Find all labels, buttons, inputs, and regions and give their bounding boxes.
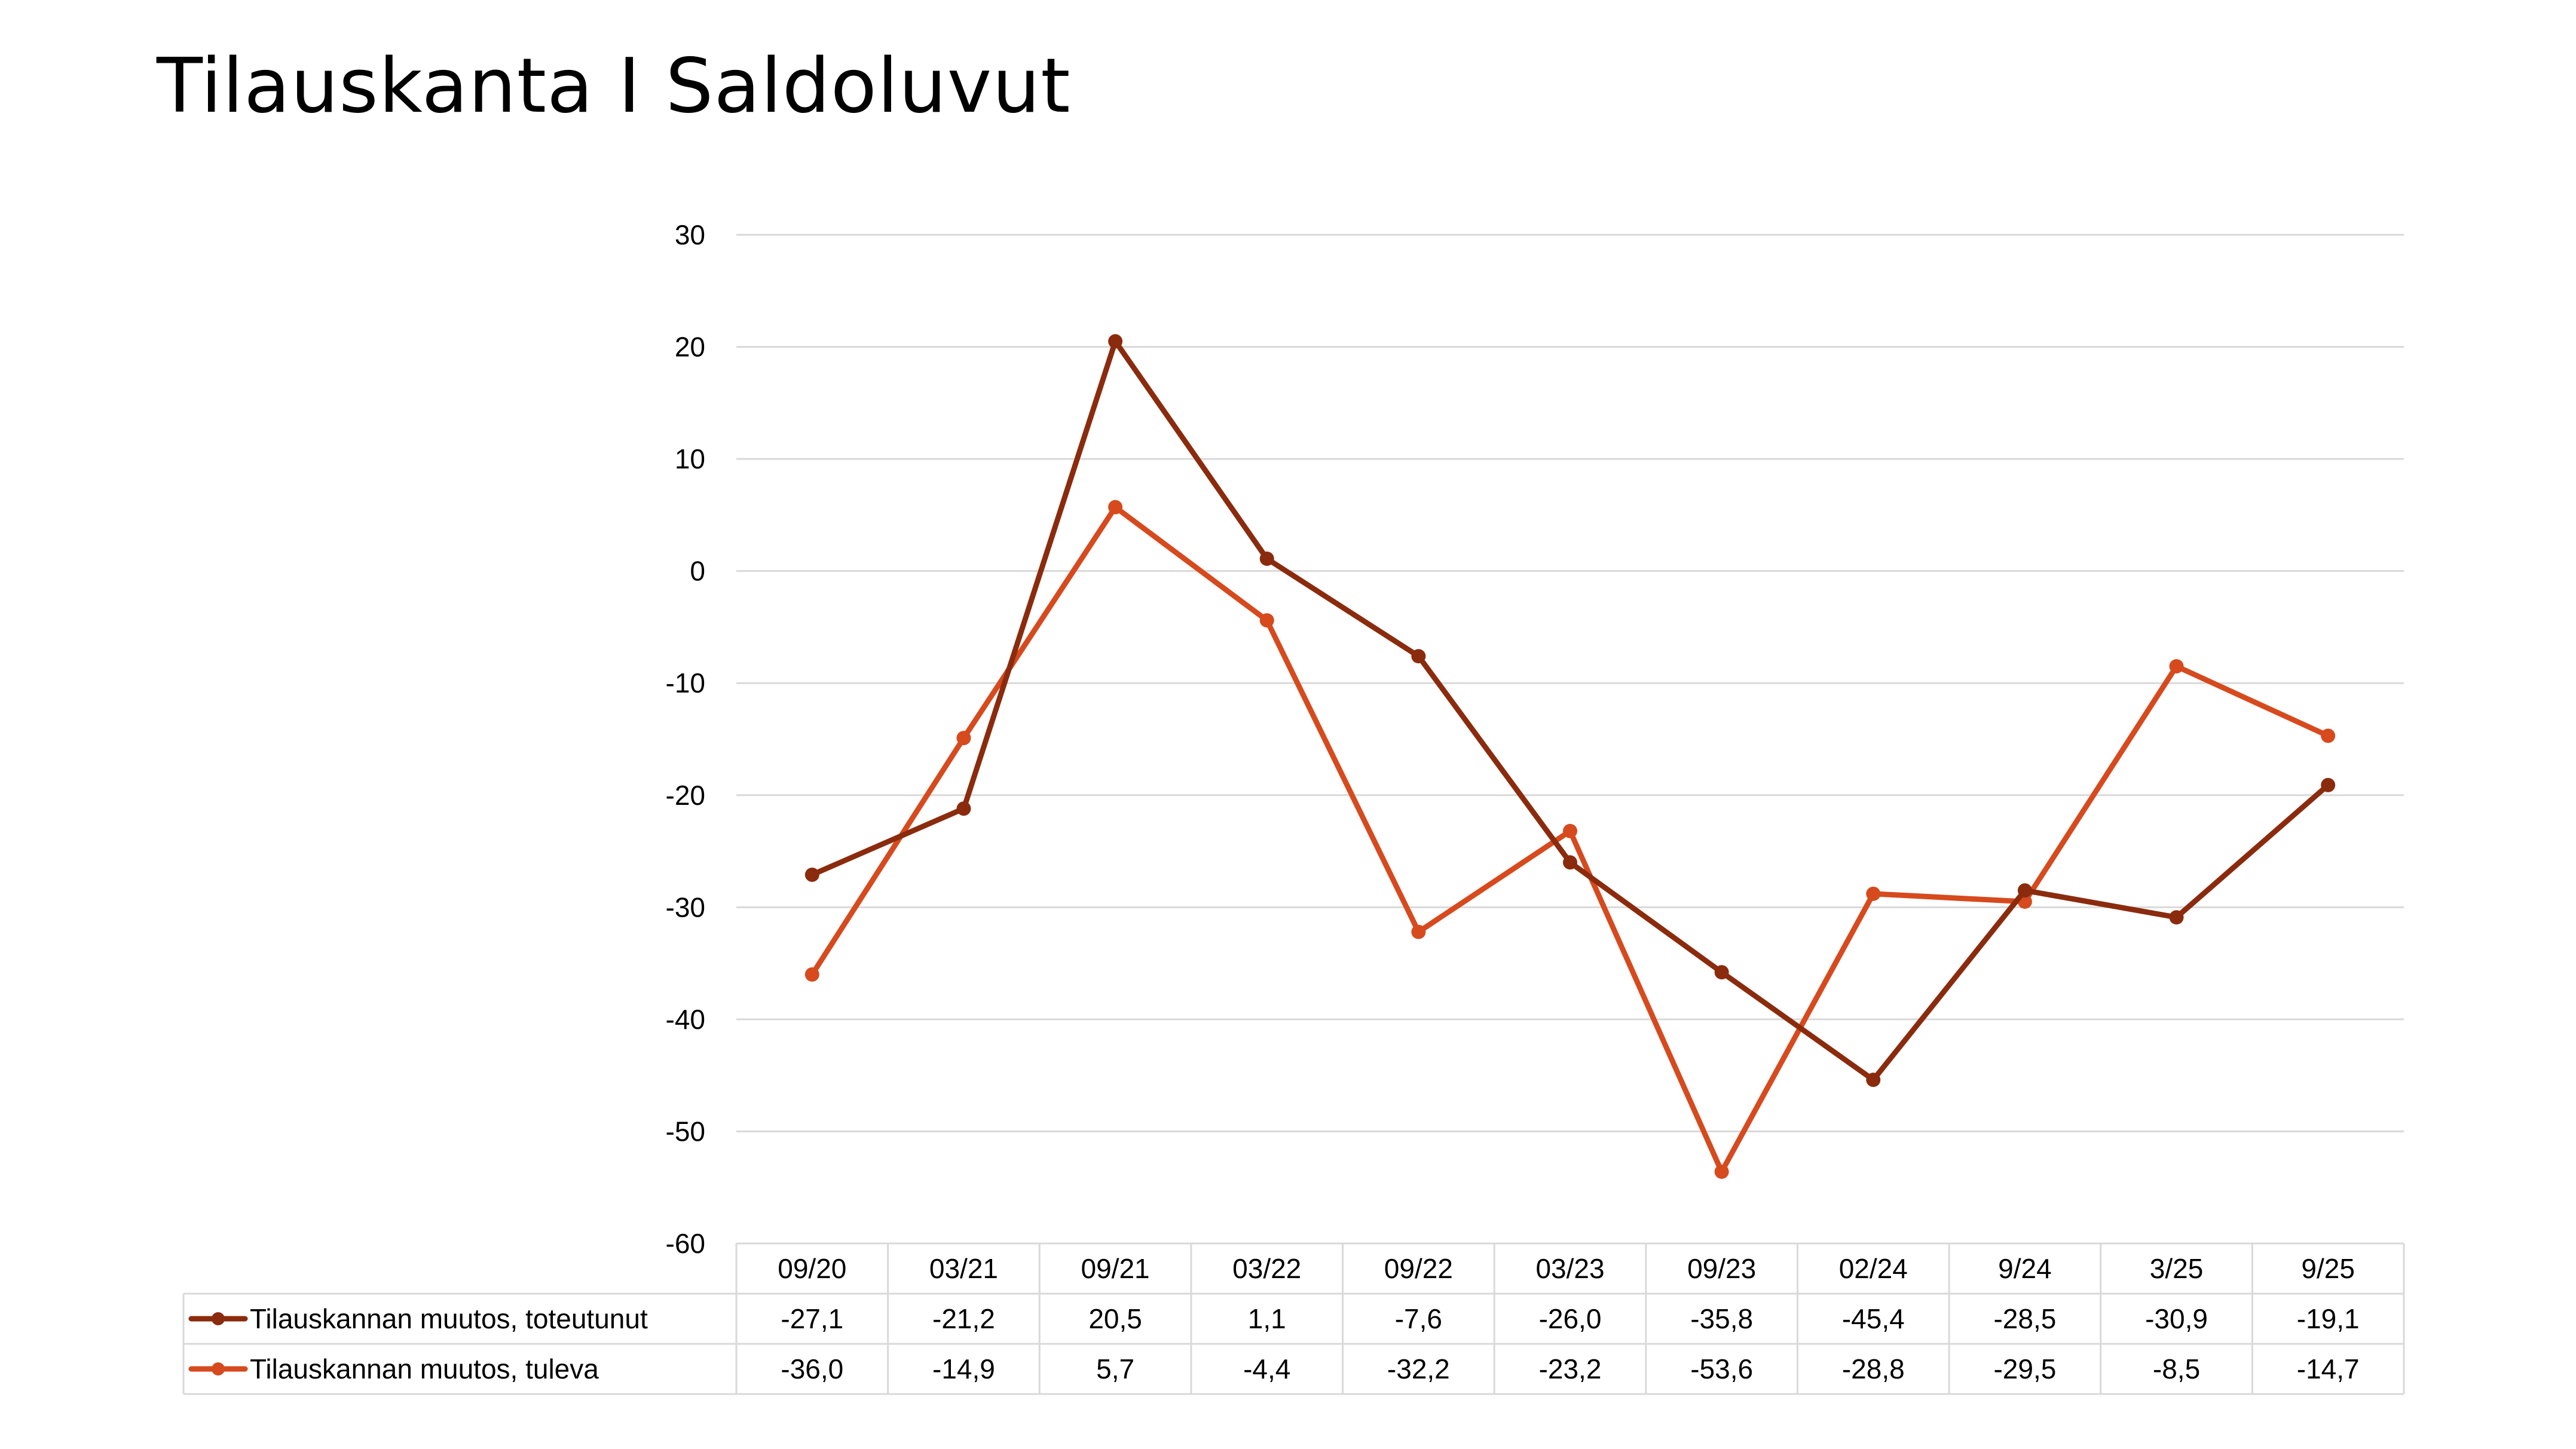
data-point (1563, 855, 1577, 870)
data-point (1108, 334, 1123, 349)
y-tick-label: -10 (666, 667, 705, 699)
table-cell-value: -21,2 (932, 1303, 995, 1334)
y-tick-label: 20 (675, 332, 705, 363)
data-point (1108, 500, 1123, 514)
data-table: 09/20 03/21 09/21 03/22 09/22 03/23 09/23 02/24… (182, 1242, 2405, 1395)
x-category-label: 9/24 (1998, 1253, 2052, 1284)
page-title: Tilauskanta I Saldoluvut (157, 42, 1071, 130)
table-cell-value: -19,1 (2297, 1303, 2360, 1334)
table-cell-value: -14,9 (932, 1353, 995, 1384)
table-cell-value: -30,9 (2145, 1303, 2208, 1334)
legend-key-marker (212, 1362, 225, 1376)
table-cell-value: -28,8 (1842, 1353, 1905, 1384)
legend-series-name: Tilauskannan muutos, tuleva (250, 1353, 599, 1384)
data-point (2321, 777, 2336, 792)
gridlines (736, 234, 2404, 1132)
y-tick-label: 30 (675, 219, 705, 250)
table-cell-value: -35,8 (1690, 1303, 1753, 1334)
data-point (1563, 823, 1577, 838)
table-cell-value: -14,7 (2297, 1353, 2360, 1384)
y-tick-label: -50 (666, 1116, 705, 1147)
series-line (809, 338, 2331, 1083)
table-cell-value: -53,6 (1690, 1353, 1753, 1384)
x-category-label: 03/21 (929, 1253, 998, 1284)
table-cell-value: 20,5 (1088, 1303, 1142, 1334)
series-line (809, 504, 2331, 1175)
y-tick-label: -60 (666, 1228, 705, 1259)
data-point (1714, 965, 1729, 980)
table-cell-value: -29,5 (1993, 1353, 2056, 1384)
y-tick-label: -30 (666, 892, 705, 923)
data-point (1866, 886, 1881, 901)
data-point (1714, 1164, 1729, 1179)
y-tick-label: -40 (666, 1004, 705, 1035)
legend-key-marker (212, 1312, 225, 1325)
x-category-label: 09/23 (1687, 1253, 1756, 1284)
x-category-label: 03/23 (1535, 1253, 1604, 1284)
data-point (1411, 924, 1426, 939)
data-point (804, 967, 819, 982)
table-cell-value: -23,2 (1539, 1353, 1602, 1384)
series-lines (804, 334, 2336, 1179)
table-cell-value: -36,0 (781, 1353, 843, 1384)
data-point (2321, 728, 2336, 743)
table-cell-value: -27,1 (781, 1303, 843, 1334)
x-category-label: 9/25 (2301, 1253, 2355, 1284)
data-point (1259, 613, 1274, 628)
x-category-label: 09/20 (778, 1253, 846, 1284)
data-point (804, 867, 819, 882)
table-cell-value: -32,2 (1387, 1353, 1450, 1384)
y-axis-tick-labels: 30 20 10 0 -10 -20 -30 -40 -50 -60 (666, 219, 705, 1259)
table-cell-value: -8,5 (2153, 1353, 2200, 1384)
table-cell-value: -7,6 (1395, 1303, 1442, 1334)
x-category-label: 03/22 (1232, 1253, 1301, 1284)
data-point (2169, 659, 2184, 674)
x-category-label: 09/22 (1384, 1253, 1453, 1284)
table-cell-value: 1,1 (1248, 1303, 1286, 1334)
table-cell-value: -28,5 (1993, 1303, 2056, 1334)
y-tick-label: 0 (690, 556, 705, 587)
data-point (2169, 910, 2184, 925)
table-cell-value: 5,7 (1096, 1353, 1134, 1384)
table-cell-value: -26,0 (1539, 1303, 1602, 1334)
data-point (2017, 883, 2032, 898)
data-point (956, 801, 971, 816)
x-category-label: 3/25 (2150, 1253, 2204, 1284)
data-point (956, 731, 971, 746)
legend-series-name: Tilauskannan muutos, toteutunut (250, 1303, 648, 1334)
y-tick-label: -20 (666, 780, 705, 811)
x-category-label: 02/24 (1839, 1253, 1908, 1284)
y-tick-label: 10 (675, 443, 705, 474)
table-cell-value: -4,4 (1243, 1353, 1290, 1384)
x-category-label: 09/21 (1081, 1253, 1150, 1284)
data-point (1866, 1073, 1881, 1087)
data-point (1259, 552, 1274, 566)
table-cell-value: -45,4 (1842, 1303, 1905, 1334)
data-point (1411, 649, 1426, 664)
